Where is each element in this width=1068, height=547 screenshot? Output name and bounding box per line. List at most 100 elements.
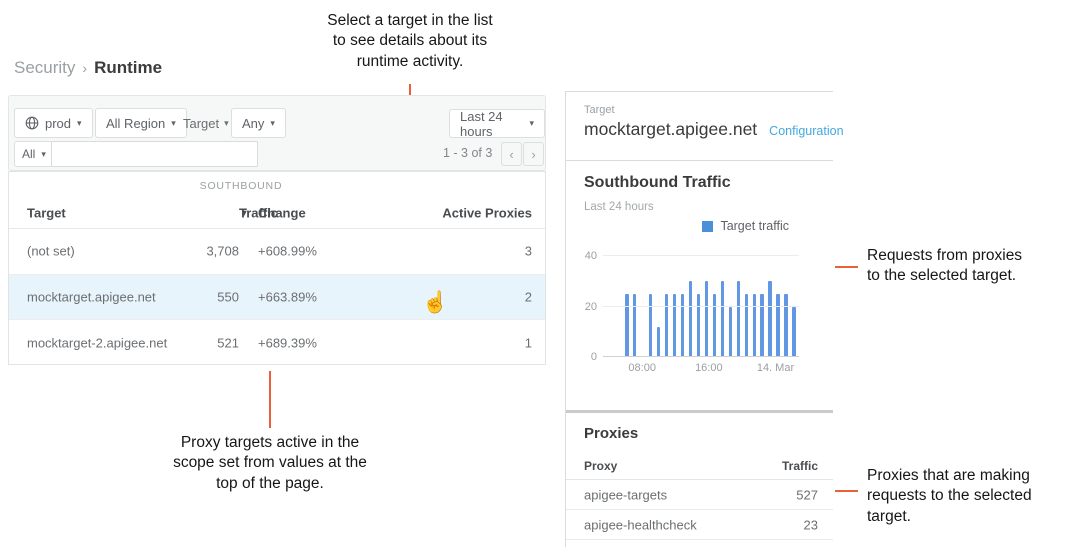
chart-bar[interactable] [632,293,637,357]
column-header-change[interactable]: Change [258,205,306,221]
page-title: Runtime [94,58,163,77]
table-group-header: SOUTHBOUND [199,180,283,192]
y-tick-label: 40 [584,250,597,262]
chart-legend: Target traffic [702,219,789,233]
table-row[interactable]: mocktarget-2.apigee.net 521 +689.39% 1 [9,320,545,366]
filter-bar: prod ▾ All Region ▾ Target ▾ Any ▾ Last … [8,95,546,171]
chart-bar[interactable] [656,326,661,357]
region-label: All Region [106,115,166,131]
chart-bar[interactable] [760,293,764,357]
cell-proxy-name: apigee-healthcheck [584,517,697,532]
chart-bar[interactable] [784,293,788,357]
annotation-right-bottom: Proxies that are making requests to the … [867,467,1032,525]
breadcrumb-security[interactable]: Security [14,58,76,77]
chart-bar-slot [776,293,780,357]
chart-bar[interactable] [752,293,756,357]
chart-bar-slot [784,293,788,357]
column-header-proxy[interactable]: Proxy [584,458,618,473]
cell-proxy-traffic: 23 [803,517,818,532]
cell-target: mocktarget-2.apigee.net [27,335,168,351]
chart-bar[interactable] [704,281,709,357]
chart-bar[interactable] [688,281,693,357]
chart-bar-slot [625,293,629,357]
environment-label: prod [45,115,72,131]
column-header-target[interactable]: Target [27,205,66,221]
annotation-line-bottom [269,371,271,428]
annotation-top: Select a target in the list to see detai… [327,12,493,70]
caret-down-icon: ▾ [41,148,46,159]
chart-bar[interactable] [625,293,629,357]
chart-bar[interactable] [768,281,772,357]
environment-dropdown[interactable]: prod ▾ [14,108,93,138]
time-range-dropdown[interactable]: Last 24 hours ▾ [449,109,545,139]
proxies-section-title: Proxies [584,425,639,442]
pagination-label: 1 - 3 of 3 [443,146,493,160]
pagination-prev-button[interactable]: ‹ [501,142,522,166]
table-row[interactable]: mocktarget.apigee.net 550 +663.89% 2 [9,274,545,320]
chart-bar-slot [696,293,701,357]
x-tick-label: 16:00 [695,362,723,374]
caret-down-icon: ▾ [77,117,82,128]
breadcrumb-separator-icon: › [82,60,88,76]
chart-bar-slot [680,293,685,357]
targets-table: SOUTHBOUND Target Traffic ▾ Change Active… [8,171,546,365]
chart-gridline [603,255,799,256]
divider [566,160,833,161]
chart-bar[interactable] [792,306,796,357]
chart-bar-slot [712,293,717,357]
scope-label: All [22,147,36,161]
proxy-row[interactable]: apigee-healthcheck 23 [566,510,833,540]
chart-bar[interactable] [664,293,669,357]
column-header-proxy-traffic[interactable]: Traffic [781,458,818,473]
annotation-line-right-bottom [835,490,858,492]
cell-proxy-name: apigee-targets [584,487,668,502]
cell-target: (not set) [27,243,75,259]
caret-down-icon: ▾ [171,117,176,128]
proxies-table: Proxy Traffic apigee-targets 527 apigee-he… [566,452,833,540]
chart-bar[interactable] [712,293,717,357]
section-title-southbound-traffic: Southbound Traffic [584,174,731,191]
chart-bar[interactable] [680,293,685,357]
traffic-chart: 0 20 40 [585,250,799,363]
chart-bar-slot [648,293,653,357]
column-header-active-proxies[interactable]: Active Proxies [442,205,532,221]
chart-bar-slot [672,293,677,357]
chart-bar[interactable] [736,281,741,357]
hand-cursor-icon: ☝ [422,291,449,314]
table-row[interactable]: (not set) 3,708 +608.99% 3 [9,229,545,275]
cell-target: mocktarget.apigee.net [27,289,156,305]
pagination-next-button[interactable]: › [523,142,544,166]
legend-label: Target traffic [720,219,789,233]
proxy-row[interactable]: apigee-targets 527 [566,480,833,510]
region-dropdown[interactable]: All Region ▾ [95,108,187,138]
chart-bar[interactable] [728,306,733,357]
chart-bar[interactable] [776,293,780,357]
configuration-link[interactable]: Configuration [769,124,844,138]
breadcrumb: Security › Runtime [14,58,162,78]
x-tick-label: 08:00 [628,362,656,374]
legend-swatch [702,220,714,232]
traffic-chart-bars [625,256,796,357]
chart-bar[interactable] [744,293,749,357]
target-type-dropdown[interactable]: Target ▾ [183,108,229,138]
detail-panel: Target mocktarget.apigee.net Configurati… [565,91,844,547]
scope-dropdown[interactable]: All ▾ [14,141,54,167]
chart-bar-slot [760,293,764,357]
cell-proxy-traffic: 527 [796,487,818,502]
caret-down-icon: ▾ [270,117,275,128]
chart-bar[interactable] [720,281,725,357]
chart-bar-slot [704,281,709,357]
chart-bar-slot [744,293,749,357]
cell-traffic: 3,708 [206,243,239,259]
chart-bar[interactable] [648,293,653,357]
cell-change: +689.39% [258,335,317,351]
target-name: mocktarget.apigee.net [584,119,758,139]
any-dropdown[interactable]: Any ▾ [231,108,286,138]
chart-gridline [603,305,799,307]
search-input[interactable] [51,141,258,167]
chart-bar[interactable] [672,293,677,357]
cell-active-proxies: 1 [524,335,532,351]
cell-change: +663.89% [258,289,317,305]
cell-active-proxies: 3 [524,243,532,259]
chart-bar[interactable] [696,293,701,357]
